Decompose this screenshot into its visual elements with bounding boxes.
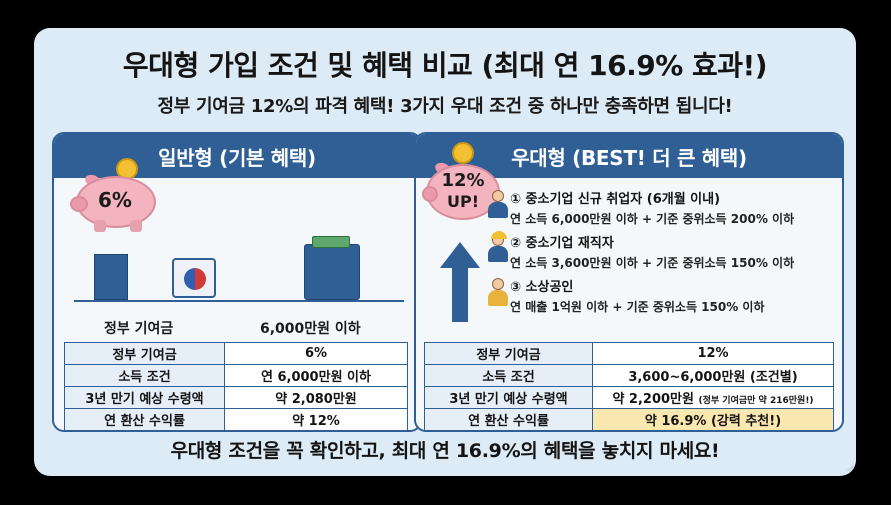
table-row: 3년 만기 예상 수령액 약 2,080만원 — [64, 386, 408, 409]
basic-info-table: 정부 기여금 6% 소득 조건 연 6,000만원 이하 3년 만기 예상 수령액 약… — [64, 342, 408, 430]
table-row: 3년 만기 예상 수령액 약 2,200만원 (정부 기여금만 약 216만원!) — [424, 386, 834, 409]
employee-icon — [486, 231, 510, 262]
basic-rate-label: 6% — [98, 188, 132, 212]
up-arrow-icon — [440, 242, 480, 322]
table-row: 연 환산 수익률 약 12% — [64, 408, 408, 430]
new-employee-icon — [486, 190, 510, 218]
table-row: 소득 조건 3,600~6,000만원 (조건별) — [424, 364, 834, 387]
contribution-axis-label: 정부 기여금 — [104, 321, 174, 337]
preferential-up-label: UP! — [446, 192, 479, 211]
coin-up-icon — [452, 142, 474, 164]
table-row: 연 환산 수익률 약 16.9% (강력 추천!) — [424, 408, 834, 430]
table-row: 정부 기여금 12% — [424, 342, 834, 365]
money-bills-icon — [312, 236, 350, 248]
piggy-bank-12-icon: 12% UP! — [422, 142, 502, 220]
preferential-type-panel: 우대형 (BEST! 더 큰 혜택) 12% UP! ① 중소기업 신규 취업자… — [414, 132, 844, 432]
income-axis-label: 6,000만원 이하 — [260, 321, 361, 337]
table-row: 소득 조건 연 6,000만원 이하 — [64, 364, 408, 387]
page-title: 우대형 가입 조건 및 혜택 비교 (최대 연 16.9% 효과!) — [122, 49, 768, 82]
government-seal-icon — [172, 258, 216, 298]
income-bar — [304, 244, 360, 300]
piggy-bank-6-icon: 6% — [70, 158, 160, 232]
table-row: 정부 기여금 6% — [64, 342, 408, 365]
condition-item: ① 중소기업 신규 취업자 (6개월 이내) 연 소득 6,000만원 이하 +… — [510, 192, 795, 226]
chart-baseline — [74, 300, 404, 302]
footer-message: 우대형 조건을 꼭 확인하고, 최대 연 16.9%의 혜택을 놓치지 마세요! — [170, 440, 720, 462]
condition-item: ③ 소상공인 연 매출 1억원 이하 + 기준 중위소득 150% 이하 — [510, 280, 765, 314]
sparkle-icon: ✦ — [844, 458, 856, 476]
page-subtitle: 정부 기여금 12%의 파격 혜택! 3가지 우대 조건 중 하나만 충족하면 … — [157, 96, 733, 117]
condition-item: ② 중소기업 재직자 연 소득 3,600만원 이하 + 기준 중위소득 150… — [510, 236, 795, 270]
preferential-rate-label: 12% — [441, 170, 485, 191]
small-business-owner-icon — [486, 278, 510, 306]
infographic-card: 우대형 가입 조건 및 혜택 비교 (최대 연 16.9% 효과!) 정부 기여… — [34, 28, 856, 476]
basic-type-header: 일반형 (기본 혜택) — [54, 134, 420, 178]
recommended-yield-cell: 약 16.9% (강력 추천!) — [592, 408, 834, 430]
basic-type-panel: 일반형 (기본 혜택) 6% 정부 기여금 6,000만원 이하 정부 기여금 6… — [52, 132, 422, 432]
contribution-bar — [94, 254, 128, 300]
preferential-info-table: 정부 기여금 12% 소득 조건 3,600~6,000만원 (조건별) 3년 만기… — [424, 342, 834, 430]
